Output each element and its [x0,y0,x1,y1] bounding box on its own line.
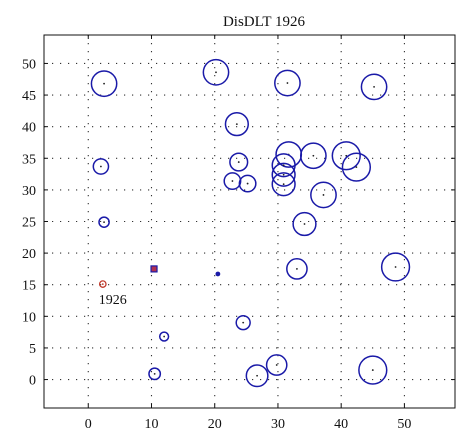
data-circle-center [312,154,315,157]
highlight-point [98,280,107,288]
y-tick-label: 40 [22,121,36,136]
y-tick-label: 20 [22,247,36,262]
data-circle [299,142,327,170]
data-circle [331,141,361,171]
data-circle-center [355,166,358,169]
data-circle [271,153,296,178]
y-tick-label: 45 [22,89,36,104]
data-circle-center [373,85,375,88]
data-circle-center [275,364,278,366]
data-circle-center [394,266,397,268]
data-circle [90,70,118,98]
data-circle-center [153,372,156,375]
data-circle [224,112,249,137]
data-circle-center [100,165,102,168]
chart-title: DisDLT 1926 [223,14,306,30]
data-circle-center [322,194,325,196]
plot-frame [43,34,456,409]
data-circle-center [246,182,249,185]
x-tick-label: 10 [144,417,158,432]
data-circle-center [242,321,245,324]
data-circle [158,331,170,342]
data-circle [148,367,162,381]
data-circle-center [282,183,285,186]
y-tick-label: 0 [29,374,36,389]
data-circle [380,252,411,282]
data-circle-center [286,82,289,84]
data-circle-center [296,268,298,270]
data-circle [229,152,249,172]
y-tick-label: 30 [22,184,36,199]
data-circle-center [237,161,240,163]
data-circle-center [282,164,285,167]
data-circle-center [303,223,306,225]
data-circle-center [103,221,105,224]
data-circle-center [235,123,238,126]
y-tick-label: 25 [22,216,36,231]
square-marker [150,265,158,273]
y-tick-label: 10 [22,310,36,325]
x-tick-label: 50 [397,417,411,432]
y-tick-label: 50 [22,57,36,72]
data-circle [223,172,242,191]
x-tick-label: 30 [271,417,285,432]
y-tick-label: 5 [29,342,36,357]
data-circle [92,158,110,175]
highlight-point-center [101,283,104,285]
data-circle-center [103,82,105,85]
data-circle [341,152,372,182]
data-circle [271,172,296,197]
x-tick-label: 0 [85,417,92,432]
axis-ticks: 0 10 20 30 40 50 0 5 10 15 20 25 30 35 40 45 50 [22,35,455,432]
data-circle-center [282,173,285,176]
data-circle [235,314,251,331]
data-circle [238,174,257,193]
data-circle [358,355,388,385]
data-circle [274,69,301,97]
highlight-label: 1926 [99,293,127,308]
data-circle [286,258,308,280]
data-circle-center [215,71,217,74]
grid-lines [44,35,455,408]
data-circle-center [231,180,234,182]
data-circle-center [163,335,166,338]
data-circle [202,58,230,86]
y-tick-label: 15 [22,279,36,294]
data-circle [271,162,296,187]
y-tick-label: 35 [22,152,36,167]
data-marks [90,58,411,388]
data-circle [310,181,337,209]
data-circle [360,73,388,101]
data-circle-center [256,374,258,377]
data-circle [98,216,110,228]
data-circle [292,211,317,237]
data-circle [265,354,288,376]
data-point [215,271,221,277]
data-circle-center [371,369,374,371]
data-circle [245,364,269,388]
x-tick-label: 40 [334,417,348,432]
x-tick-label: 20 [208,417,222,432]
